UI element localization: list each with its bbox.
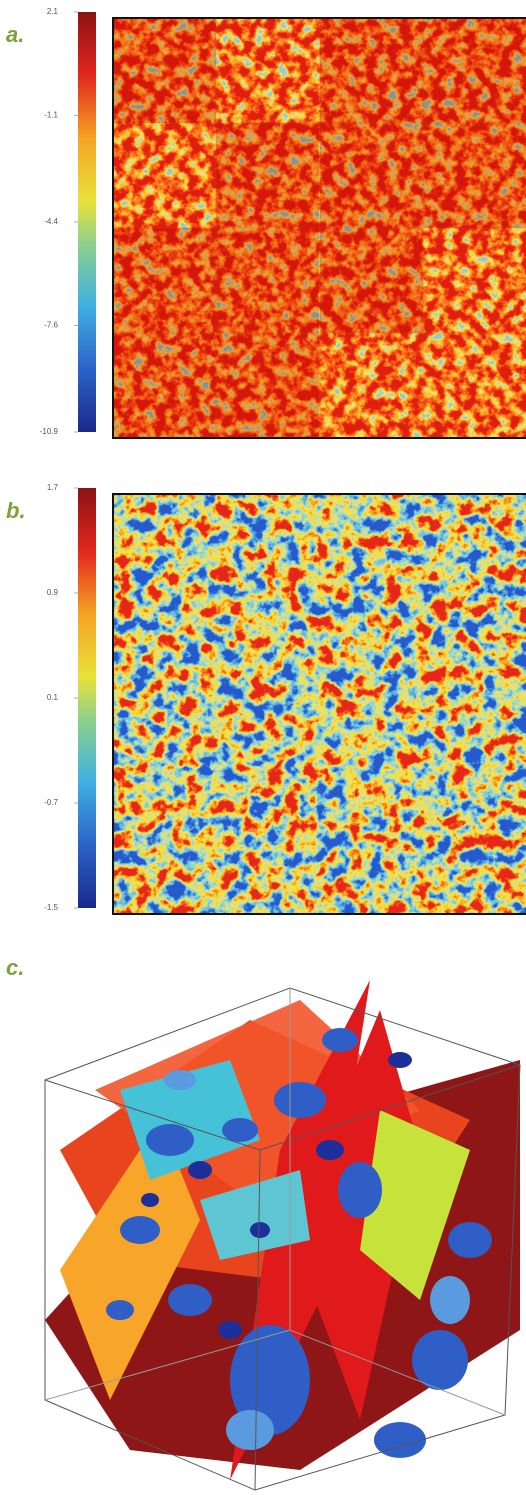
colorbar-tick-label: -7.6	[44, 320, 58, 329]
colorbar-tick-label: 1.7	[47, 483, 59, 492]
panel-label: c.	[6, 955, 24, 980]
colorbar	[78, 12, 96, 432]
colorbar	[78, 488, 96, 908]
colorbar-tick-label: -1.5	[44, 903, 58, 912]
colorbar-tick-label: 0.9	[47, 588, 59, 597]
colorbar-tick-label: -0.7	[44, 798, 58, 807]
figure: a. b. c.	[0, 0, 526, 1495]
colorbar-tick-label: -1.1	[44, 110, 58, 119]
colorbar-tick-label: -10.9	[40, 427, 59, 436]
colorbar-tick-label: -4.4	[44, 217, 58, 226]
colorbar-tick-label: 2.1	[47, 7, 59, 16]
panel-label: a.	[6, 22, 24, 47]
panel-label: b.	[6, 498, 26, 523]
heatmap	[113, 18, 526, 438]
3d-render	[45, 980, 520, 1490]
colorbar-tick-label: 0.1	[47, 693, 59, 702]
heatmap	[113, 494, 526, 914]
